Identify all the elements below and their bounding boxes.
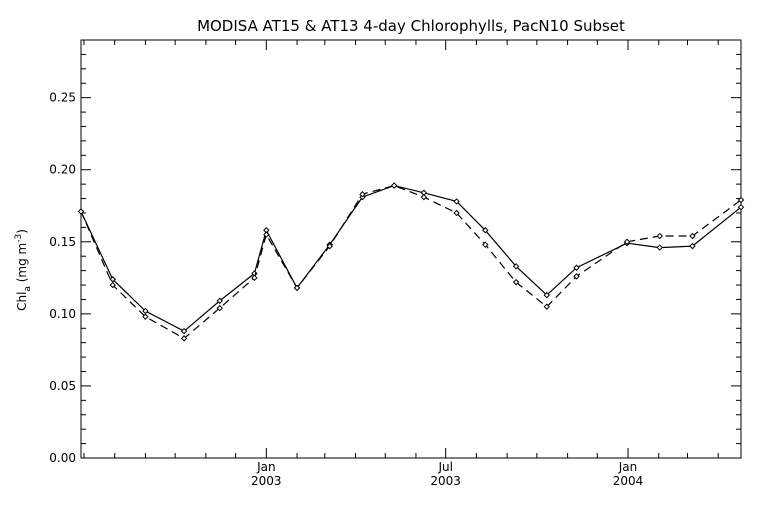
y-tick-label: 0.20 [49, 163, 76, 177]
series-line [80, 184, 742, 332]
data-point [656, 232, 663, 240]
data-point [216, 304, 223, 312]
x-tick-label-year: 2003 [251, 474, 282, 488]
x-tick-label-month: Jan [618, 460, 638, 474]
data-point [573, 264, 580, 271]
y-axis-label-close: ) [15, 229, 29, 234]
data-point [573, 273, 580, 280]
series-2 [77, 182, 745, 342]
plot-border [80, 39, 742, 459]
data-point [512, 263, 520, 270]
y-axis-label-units: (mg m [15, 243, 29, 286]
y-tick-label: 0.05 [49, 379, 76, 393]
y-axis: 0.00 0.05 0.10 0.15 0.20 0.25 [49, 39, 741, 465]
data-point [543, 303, 550, 310]
data-point [142, 313, 149, 320]
plot-frame [80, 39, 742, 459]
data-point [453, 209, 460, 217]
data-point [482, 241, 489, 248]
y-tick-label: 0.15 [49, 235, 76, 249]
data-point [420, 193, 428, 201]
data-point [77, 208, 85, 215]
y-axis-label: Chla (mg m-3) [14, 229, 33, 311]
y-axis-label-exponent: -3 [14, 234, 24, 243]
data-point [109, 281, 116, 289]
data-point [390, 182, 398, 189]
y-tick-label: 0.25 [49, 91, 76, 105]
data-point [180, 335, 188, 342]
data-point [326, 242, 333, 250]
series-line [80, 184, 742, 340]
data-point [109, 276, 116, 283]
series-1 [77, 182, 745, 335]
data-point [359, 191, 366, 198]
y-axis-label-subscript: a [23, 286, 33, 292]
data-point [263, 231, 270, 238]
data-point [689, 232, 696, 240]
y-tick-label: 0.10 [49, 307, 76, 321]
data-point [142, 307, 149, 315]
x-tick-label-month: Jan [256, 460, 276, 474]
data-point [482, 227, 489, 234]
data-point [543, 291, 550, 299]
data-point [689, 242, 696, 250]
x-tick-label-year: 2004 [613, 474, 644, 488]
data-point [251, 274, 258, 282]
data-point [512, 278, 520, 286]
data-point [293, 284, 301, 292]
data-point [180, 327, 188, 335]
data-point [656, 244, 663, 251]
x-tick-label-year: 2003 [430, 474, 461, 488]
data-point [737, 196, 745, 204]
data-point [453, 198, 460, 205]
series-layer [77, 182, 745, 342]
chart-title: MODISA AT15 & AT13 4-day Chlorophylls, P… [197, 17, 625, 35]
data-point [216, 297, 223, 305]
data-point [737, 203, 745, 211]
x-tick-label-month: Jul [437, 460, 452, 474]
data-point [623, 238, 631, 246]
y-tick-label: 0.00 [49, 451, 76, 465]
y-axis-label-main: Chl [15, 292, 29, 311]
